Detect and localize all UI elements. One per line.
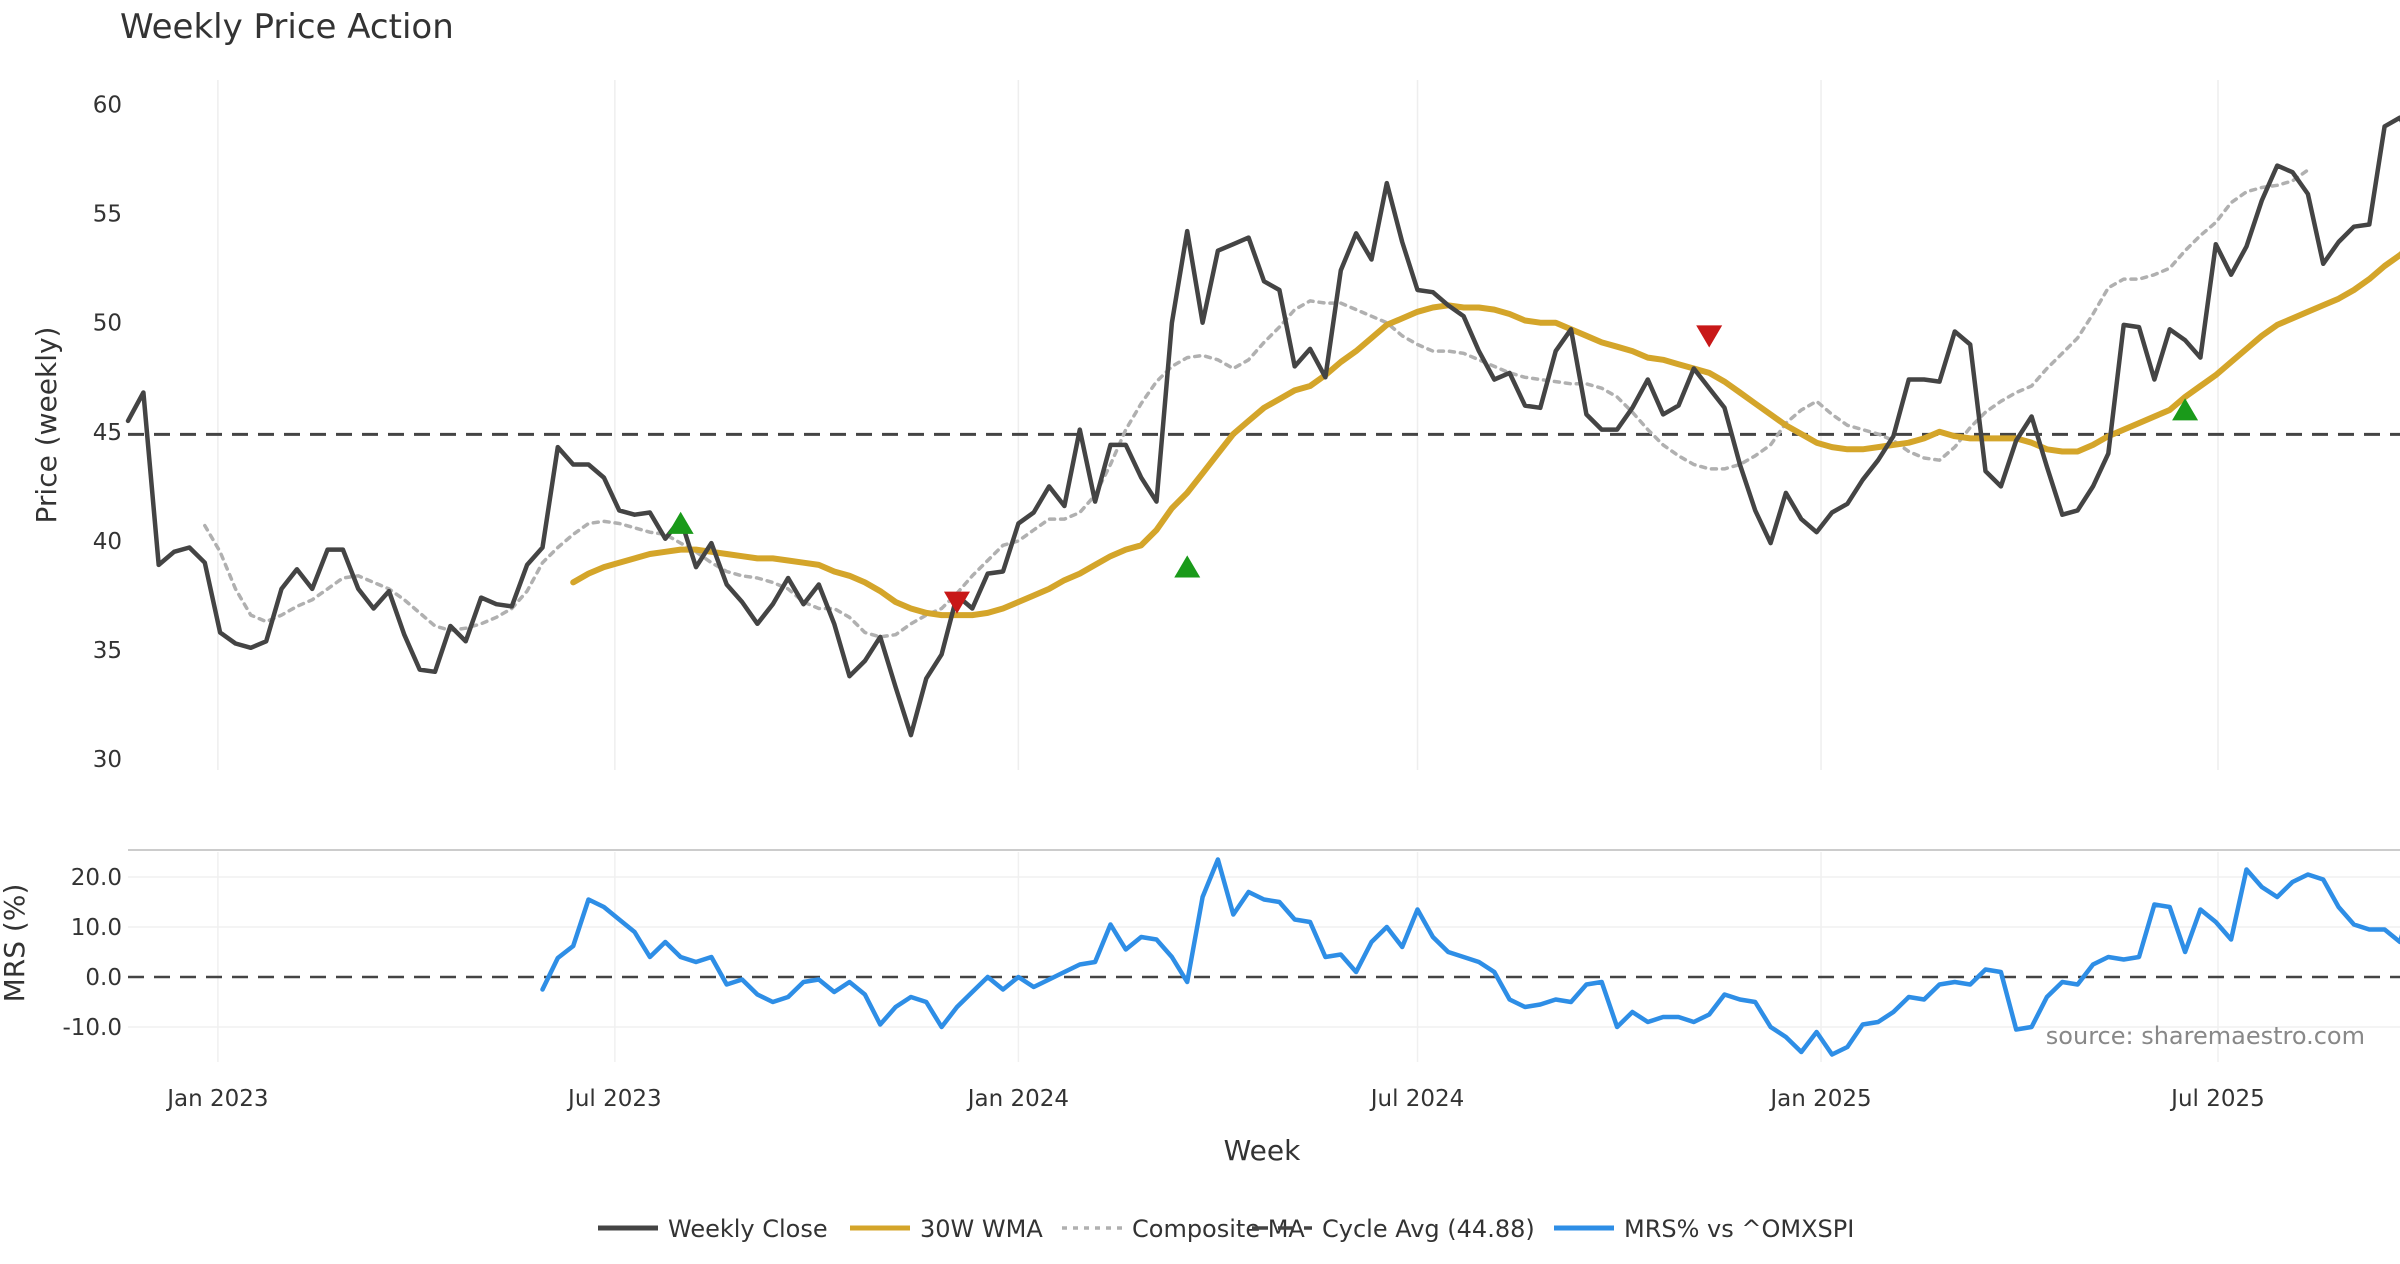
- price-ytick-2: 40: [93, 529, 122, 555]
- xtick-2: Jan 2024: [966, 1086, 1069, 1112]
- xtick-1: Jul 2023: [566, 1086, 662, 1112]
- price-y-axis-label: Price (weekly): [30, 327, 63, 524]
- price-ytick-1: 35: [93, 638, 122, 664]
- legend-label-0: Weekly Close: [668, 1215, 828, 1243]
- mrs-ytick-0: -10.0: [62, 1015, 122, 1041]
- mrs-y-axis-label: MRS (%): [0, 884, 31, 1003]
- xtick-5: Jul 2025: [2169, 1086, 2265, 1112]
- price-ytick-4: 50: [93, 311, 122, 337]
- price-ytick-3: 45: [93, 420, 122, 446]
- x-axis-label: Week: [1224, 1134, 1301, 1167]
- mrs-ytick-1: 0.0: [85, 965, 122, 991]
- xtick-4: Jan 2025: [1768, 1086, 1871, 1112]
- price-ytick-0: 30: [93, 747, 122, 773]
- legend-label-1: 30W WMA: [920, 1215, 1043, 1243]
- xtick-3: Jul 2024: [1369, 1086, 1465, 1112]
- price-ytick-6: 60: [93, 93, 122, 119]
- mrs-ytick-3: 20.0: [71, 865, 122, 891]
- mrs-ytick-2: 10.0: [71, 915, 122, 941]
- price-ytick-5: 55: [93, 202, 122, 228]
- source-annotation: source: sharemaestro.com: [2046, 1022, 2365, 1050]
- chart-title: Weekly Price Action: [120, 7, 454, 47]
- legend-label-4: MRS% vs ^OMXSPI: [1624, 1215, 1854, 1243]
- xtick-0: Jan 2023: [165, 1086, 268, 1112]
- legend-label-3: Cycle Avg (44.88): [1322, 1215, 1535, 1243]
